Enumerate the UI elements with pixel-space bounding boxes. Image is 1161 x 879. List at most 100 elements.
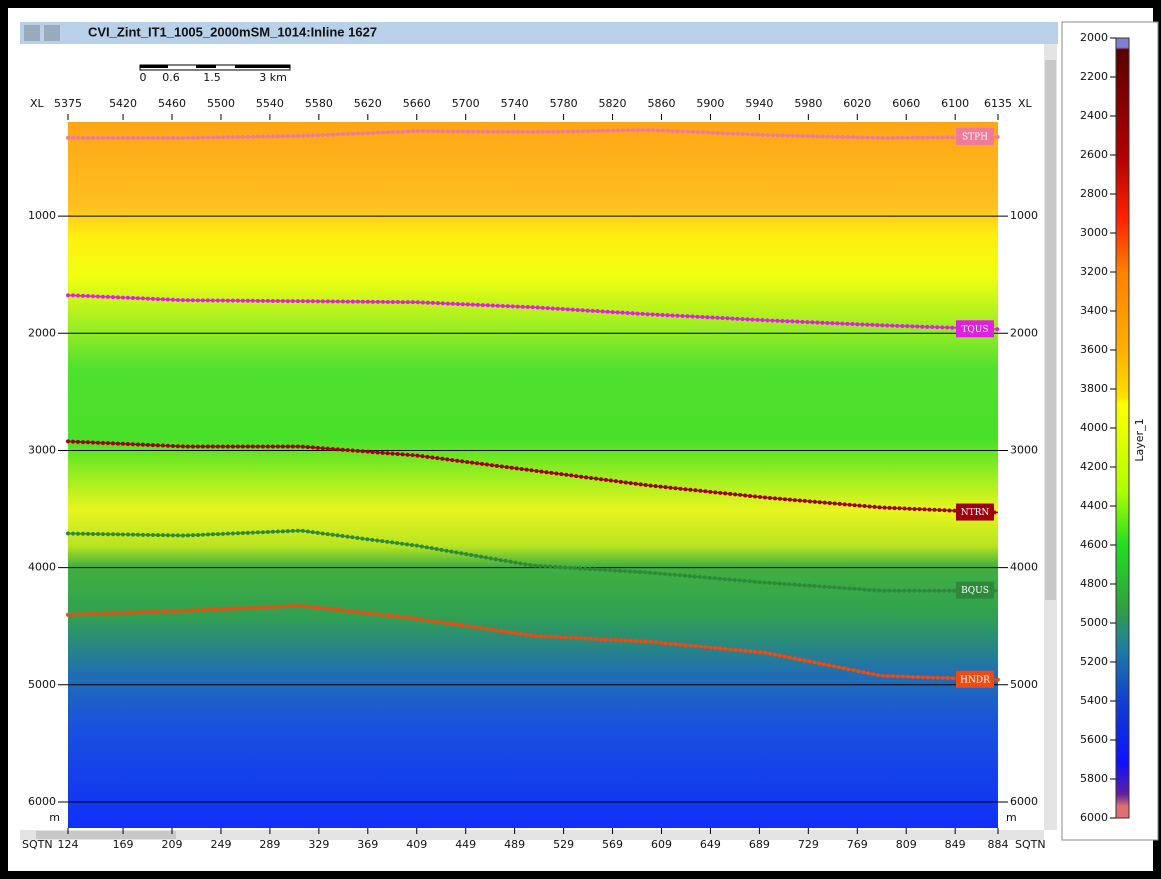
xl-tick-label: 5500	[207, 97, 235, 110]
xl-tick-label: 5580	[305, 97, 333, 110]
xl-label: XL	[1018, 97, 1033, 110]
sqtn-tick-label: 809	[896, 838, 917, 851]
xl-tick-label: 6135	[984, 97, 1012, 110]
title-bar	[20, 22, 1058, 44]
xl-tick-label: 5780	[550, 97, 578, 110]
colorbar-label: Layer_1	[1133, 418, 1146, 461]
horizon-picks	[66, 528, 1000, 593]
colorbar-tick-label: 6000	[1080, 811, 1108, 824]
colorbar-tick-label: 3200	[1080, 265, 1108, 278]
colorbar-tick-label: 5000	[1080, 616, 1108, 629]
sqtn-tick-label: 649	[700, 838, 721, 851]
horizon-tag	[956, 581, 994, 599]
colorbar-tick-label: 2600	[1080, 148, 1108, 161]
xl-tick-label: 5460	[158, 97, 186, 110]
depth-tick-label: 6000	[1010, 795, 1038, 808]
sqtn-tick-label: 409	[406, 838, 427, 851]
sqtn-label: SQTN	[1015, 838, 1046, 851]
sqtn-tick-label: 249	[210, 838, 231, 851]
sqtn-tick-label: 569	[602, 838, 623, 851]
horizon-tag	[956, 320, 994, 338]
depth-tick-label: 4000	[1010, 561, 1038, 574]
horizon-tag	[956, 503, 994, 521]
scale-label: 0	[140, 71, 147, 84]
colorbar-tick-label: 3000	[1080, 226, 1108, 239]
xl-tick-label: 5860	[647, 97, 675, 110]
scale-bar	[139, 64, 291, 71]
sqtn-tick-label: 289	[259, 838, 280, 851]
depth-tick-label: 6000	[28, 795, 56, 808]
colorbar-tick-label: 3800	[1080, 382, 1108, 395]
horizontal-scrollbar[interactable]	[20, 830, 1044, 840]
velocity-section	[68, 122, 998, 828]
window-title: CVI_Zint_IT1_1005_2000mSM_1014:Inline 16…	[88, 24, 377, 39]
window-icon[interactable]	[44, 25, 60, 41]
colorbar-tick-label: 4800	[1080, 577, 1108, 590]
colorbar-tick-label: 5200	[1080, 655, 1108, 668]
scale-label: 0.6	[162, 71, 180, 84]
scale-label: 3 km	[259, 71, 287, 84]
scroll-thumb[interactable]	[36, 831, 176, 839]
xl-tick-label: 5620	[354, 97, 382, 110]
sqtn-tick-label: 884	[988, 838, 1009, 851]
horizon-name: NTRN	[961, 508, 990, 518]
horizon-tag	[956, 670, 994, 688]
scale-bar-segment	[235, 65, 290, 68]
colorbar-tick-label: 5800	[1080, 772, 1108, 785]
xl-tick-label: 5375	[54, 97, 82, 110]
sqtn-tick-label: 369	[357, 838, 378, 851]
xl-tick-label: 6100	[941, 97, 969, 110]
colorbar-tick-label: 2200	[1080, 70, 1108, 83]
colorbar-tick-label: 4600	[1080, 538, 1108, 551]
sqtn-tick-label: 124	[58, 838, 79, 851]
colorbar	[1115, 37, 1130, 819]
sqtn-tick-label: 849	[945, 838, 966, 851]
colorbar-tick-label: 5600	[1080, 733, 1108, 746]
depth-tick-label: 3000	[28, 443, 56, 456]
xl-tick-label: 5660	[403, 97, 431, 110]
colorbar-tick-label: 5400	[1080, 694, 1108, 707]
depth-tick-label: 3000	[1010, 443, 1038, 456]
depth-unit: m	[49, 811, 60, 824]
sqtn-tick-label: 729	[798, 838, 819, 851]
depth-tick-label: 1000	[1010, 209, 1038, 222]
sqtn-tick-label: 529	[553, 838, 574, 851]
sqtn-tick-label: 489	[504, 838, 525, 851]
colorbar-tick-label: 2800	[1080, 187, 1108, 200]
xl-tick-label: 5740	[501, 97, 529, 110]
xl-tick-label: 5700	[452, 97, 480, 110]
scroll-thumb[interactable]	[1045, 60, 1056, 600]
horizon-picks	[66, 439, 1000, 515]
sqtn-tick-label: 769	[847, 838, 868, 851]
xl-tick-label: 5820	[599, 97, 627, 110]
sqtn-tick-label: 449	[455, 838, 476, 851]
sqtn-tick-label: 609	[651, 838, 672, 851]
colorbar-tick-label: 4200	[1080, 460, 1108, 473]
horizon-name: STPH	[962, 132, 988, 142]
depth-unit: m	[1006, 811, 1017, 824]
xl-tick-label: 5980	[794, 97, 822, 110]
depth-tick-label: 1000	[28, 209, 56, 222]
sqtn-tick-label: 329	[308, 838, 329, 851]
horizon-picks	[66, 127, 1000, 140]
colorbar-panel	[1061, 21, 1159, 841]
colorbar-tick-label: 4400	[1080, 499, 1108, 512]
scale-bar-segment	[196, 65, 216, 68]
xl-tick-label: 6060	[892, 97, 920, 110]
colorbar-tick-label: 4000	[1080, 421, 1108, 434]
xl-tick-label: 5420	[109, 97, 137, 110]
xl-label: XL	[30, 97, 45, 110]
scale-bar-segment	[140, 65, 168, 68]
window-icon[interactable]	[24, 25, 40, 41]
xl-tick-label: 5540	[256, 97, 284, 110]
depth-tick-label: 5000	[28, 678, 56, 691]
colorbar-tick-label: 2400	[1080, 109, 1108, 122]
depth-tick-label: 2000	[1010, 326, 1038, 339]
depth-tick-label: 2000	[28, 326, 56, 339]
horizon-picks	[66, 603, 1000, 682]
sqtn-tick-label: 209	[162, 838, 183, 851]
xl-tick-label: 5900	[696, 97, 724, 110]
xl-tick-label: 6020	[843, 97, 871, 110]
